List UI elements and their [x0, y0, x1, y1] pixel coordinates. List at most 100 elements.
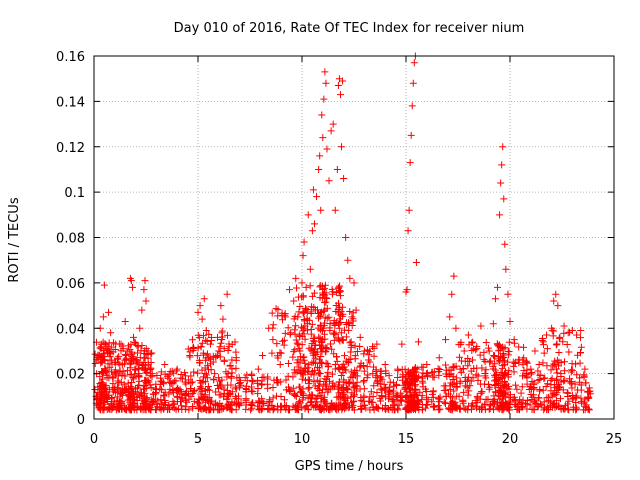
data-point — [534, 403, 542, 411]
data-point — [304, 364, 312, 372]
data-point — [144, 347, 152, 355]
data-point — [196, 302, 204, 310]
data-point — [118, 400, 126, 408]
data-point — [535, 361, 543, 369]
data-point — [177, 374, 185, 382]
data-point — [485, 385, 493, 393]
data-point — [231, 338, 239, 346]
data-point — [269, 336, 277, 344]
data-point — [157, 374, 165, 382]
data-point — [148, 349, 156, 357]
data-point — [322, 294, 330, 302]
data-point — [339, 77, 347, 85]
data-point — [369, 398, 377, 406]
data-point — [359, 378, 367, 386]
data-point — [536, 371, 544, 379]
data-point — [468, 339, 476, 347]
data-point — [320, 307, 328, 315]
data-point — [182, 380, 190, 388]
data-point — [215, 385, 223, 393]
data-point — [359, 397, 367, 405]
data-point — [328, 345, 336, 353]
data-point — [254, 384, 262, 392]
data-point — [127, 383, 135, 391]
data-point — [476, 351, 484, 359]
data-point — [185, 376, 193, 384]
data-point — [295, 383, 303, 391]
data-point — [429, 388, 437, 396]
data-point — [452, 403, 460, 411]
data-point — [581, 365, 589, 373]
data-point — [120, 380, 128, 388]
data-point — [284, 324, 292, 332]
data-point — [190, 387, 198, 395]
data-point — [309, 186, 317, 194]
data-point — [181, 369, 189, 377]
data-point — [280, 336, 288, 344]
data-point — [493, 371, 501, 379]
data-point — [467, 405, 475, 413]
data-point — [366, 397, 374, 405]
data-point — [212, 388, 220, 396]
data-point — [247, 387, 255, 395]
data-point — [464, 406, 472, 414]
data-point — [232, 385, 240, 393]
data-point — [293, 405, 301, 413]
data-point — [215, 347, 223, 355]
data-point — [397, 389, 405, 397]
data-point — [549, 332, 557, 340]
data-point — [442, 361, 450, 369]
data-point — [497, 179, 505, 187]
data-point — [491, 295, 499, 303]
data-point — [273, 340, 281, 348]
data-point — [350, 392, 358, 400]
data-point — [165, 371, 173, 379]
data-point — [152, 386, 160, 394]
data-point — [451, 398, 459, 406]
data-point — [114, 359, 122, 367]
data-point — [264, 373, 272, 381]
data-point — [393, 405, 401, 413]
data-point — [197, 384, 205, 392]
data-point — [382, 384, 390, 392]
data-point — [223, 373, 231, 381]
data-point — [520, 343, 528, 351]
data-point — [568, 366, 576, 374]
data-point — [582, 379, 590, 387]
data-point — [177, 388, 185, 396]
data-point — [502, 389, 510, 397]
data-point — [308, 320, 316, 328]
data-point — [327, 127, 335, 135]
data-point — [540, 398, 548, 406]
data-point — [339, 303, 347, 311]
data-point — [128, 378, 136, 386]
data-point — [268, 349, 276, 357]
data-point — [152, 400, 160, 408]
data-point — [494, 283, 502, 291]
data-point — [401, 365, 409, 373]
data-point — [404, 227, 412, 235]
data-point — [186, 351, 194, 359]
data-point — [202, 327, 210, 335]
data-point — [232, 348, 240, 356]
data-point — [287, 329, 295, 337]
data-point — [555, 334, 563, 342]
data-point — [534, 376, 542, 384]
data-point — [585, 394, 593, 402]
data-point — [160, 380, 168, 388]
data-point — [102, 388, 110, 396]
data-point — [442, 386, 450, 394]
data-point — [309, 334, 317, 342]
data-point — [449, 394, 457, 402]
data-point — [465, 357, 473, 365]
data-point — [314, 306, 322, 314]
data-point — [123, 347, 131, 355]
data-point — [469, 338, 477, 346]
data-point — [308, 227, 316, 235]
data-point — [310, 289, 318, 297]
data-point — [467, 367, 475, 375]
data-point — [237, 399, 245, 407]
data-point — [473, 345, 481, 353]
data-point — [188, 336, 196, 344]
data-point — [373, 377, 381, 385]
